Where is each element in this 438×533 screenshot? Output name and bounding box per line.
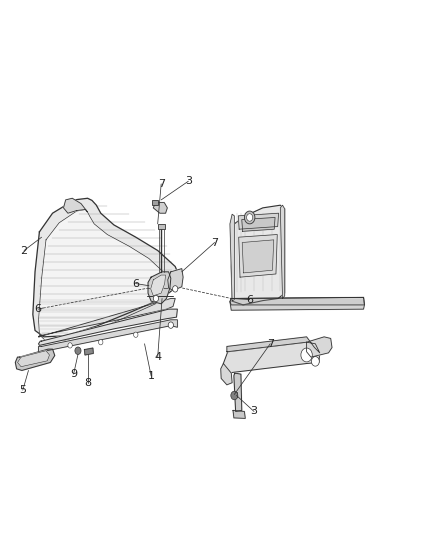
Text: 3: 3	[251, 407, 258, 416]
Polygon shape	[230, 297, 364, 310]
Polygon shape	[148, 272, 171, 304]
Polygon shape	[153, 203, 167, 213]
Bar	[158, 224, 165, 229]
Text: 3: 3	[185, 176, 192, 186]
Text: 4: 4	[154, 352, 161, 362]
Text: 6: 6	[132, 279, 139, 288]
Polygon shape	[85, 348, 93, 355]
Circle shape	[244, 211, 255, 224]
Text: 8: 8	[84, 378, 91, 387]
Circle shape	[311, 357, 319, 366]
Polygon shape	[151, 275, 166, 296]
Text: 2: 2	[21, 246, 28, 255]
Polygon shape	[33, 198, 180, 337]
Polygon shape	[231, 205, 285, 305]
Text: 1: 1	[148, 371, 155, 381]
Polygon shape	[239, 235, 277, 277]
Polygon shape	[168, 269, 183, 290]
Polygon shape	[230, 214, 234, 301]
Polygon shape	[39, 320, 177, 352]
Text: 7: 7	[211, 238, 218, 247]
Polygon shape	[230, 297, 364, 305]
Circle shape	[247, 214, 253, 221]
Polygon shape	[221, 364, 232, 385]
Text: 6: 6	[35, 304, 42, 314]
Text: 7: 7	[267, 339, 274, 349]
Polygon shape	[223, 342, 320, 373]
Polygon shape	[39, 209, 170, 341]
Polygon shape	[15, 349, 55, 370]
Polygon shape	[280, 205, 285, 298]
Circle shape	[173, 286, 178, 292]
Polygon shape	[64, 198, 88, 213]
Polygon shape	[242, 217, 275, 231]
Bar	[232, 392, 237, 397]
Text: 9: 9	[70, 369, 77, 379]
Bar	[152, 200, 158, 205]
Circle shape	[68, 343, 72, 348]
Polygon shape	[227, 337, 320, 353]
Circle shape	[301, 348, 312, 362]
Circle shape	[99, 340, 103, 345]
Text: 6: 6	[246, 295, 253, 304]
Polygon shape	[307, 337, 332, 357]
Polygon shape	[238, 213, 279, 229]
Polygon shape	[234, 373, 242, 411]
Text: 7: 7	[158, 179, 165, 189]
Circle shape	[134, 332, 138, 337]
Polygon shape	[242, 240, 274, 273]
Text: 5: 5	[19, 385, 26, 395]
Polygon shape	[233, 410, 245, 418]
Polygon shape	[39, 309, 177, 345]
Circle shape	[168, 322, 173, 328]
Circle shape	[231, 391, 238, 400]
Circle shape	[153, 295, 159, 302]
Circle shape	[75, 347, 81, 354]
Polygon shape	[18, 351, 49, 367]
Polygon shape	[39, 298, 175, 337]
